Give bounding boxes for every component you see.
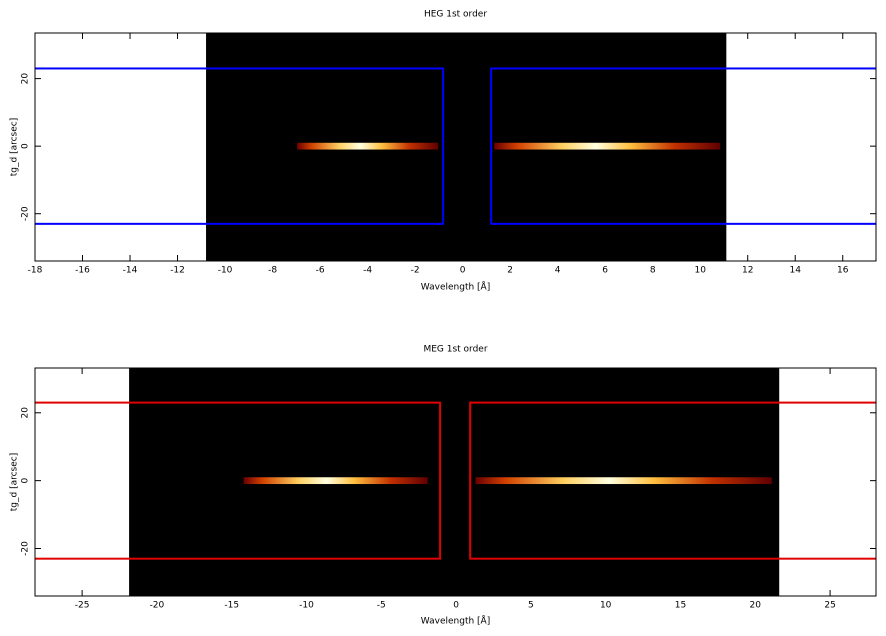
- x-tick-label: 2: [507, 266, 513, 276]
- x-tick-label: 16: [837, 266, 849, 276]
- x-tick-label: 8: [650, 266, 656, 276]
- plot-area: [35, 368, 876, 596]
- x-tick-label: -15: [224, 601, 239, 611]
- x-tick-label: -5: [377, 601, 386, 611]
- x-tick-label: -2: [411, 266, 420, 276]
- streak: [494, 142, 721, 150]
- region-box: [35, 401, 442, 560]
- x-tick-label: 6: [602, 266, 608, 276]
- x-tick-label: 10: [600, 601, 612, 611]
- x-tick-label: 12: [742, 266, 753, 276]
- region-box: [490, 67, 876, 225]
- x-tick-label: -8: [268, 266, 277, 276]
- x-axis-label: Wavelength [Å]: [421, 281, 490, 293]
- x-tick-label: -10: [299, 601, 314, 611]
- y-axis-label: tg_d [arcsec]: [10, 453, 20, 511]
- y-tick-label: 0: [21, 143, 31, 149]
- x-tick-label: 10: [694, 266, 706, 276]
- y-tick-label: 0: [21, 478, 31, 484]
- region-box: [35, 67, 445, 225]
- x-tick-label: -25: [75, 601, 90, 611]
- axes-frame: [34, 367, 877, 597]
- chart-title: MEG 1st order: [423, 345, 487, 355]
- x-tick-label: -10: [218, 266, 233, 276]
- x-tick-label: 5: [528, 601, 534, 611]
- chart-title: HEG 1st order: [424, 10, 487, 20]
- x-tick-label: 20: [750, 601, 762, 611]
- streak: [475, 477, 772, 485]
- streak: [297, 142, 439, 150]
- axes-frame: [34, 32, 877, 262]
- x-tick-label: 15: [675, 601, 686, 611]
- panel: -25 -20 -15 -10 -5 0 5 10 15 20 25 -20 0 20 MEG 1st or…: [10, 345, 877, 627]
- streak: [243, 477, 428, 485]
- x-tick-label: 0: [460, 266, 466, 276]
- x-tick-label: 14: [789, 266, 801, 276]
- region-box: [469, 401, 876, 560]
- x-tick-label: -6: [316, 266, 325, 276]
- y-tick-label: -20: [21, 206, 31, 221]
- x-tick-label: 4: [555, 266, 561, 276]
- plot-area: [35, 33, 876, 261]
- x-axis-label: Wavelength [Å]: [421, 615, 490, 627]
- x-tick-label: -4: [363, 266, 372, 276]
- x-tick-label: 0: [453, 601, 459, 611]
- y-tick-label: 20: [21, 73, 31, 85]
- panel: -18 -16 -14 -12 -10 -8 -6 -4 -2 0 2 4 6 8 10 12 14 16-200…: [10, 10, 877, 293]
- x-tick-label: 25: [824, 601, 835, 611]
- x-tick-label: -18: [28, 266, 43, 276]
- y-axis-label: tg_d [arcsec]: [10, 118, 20, 176]
- x-tick-label: -12: [170, 266, 185, 276]
- y-tick-label: 20: [21, 407, 31, 419]
- x-tick-label: -16: [75, 266, 90, 276]
- x-tick-label: -20: [150, 601, 165, 611]
- y-tick-label: -20: [21, 541, 31, 556]
- x-tick-label: -14: [123, 266, 138, 276]
